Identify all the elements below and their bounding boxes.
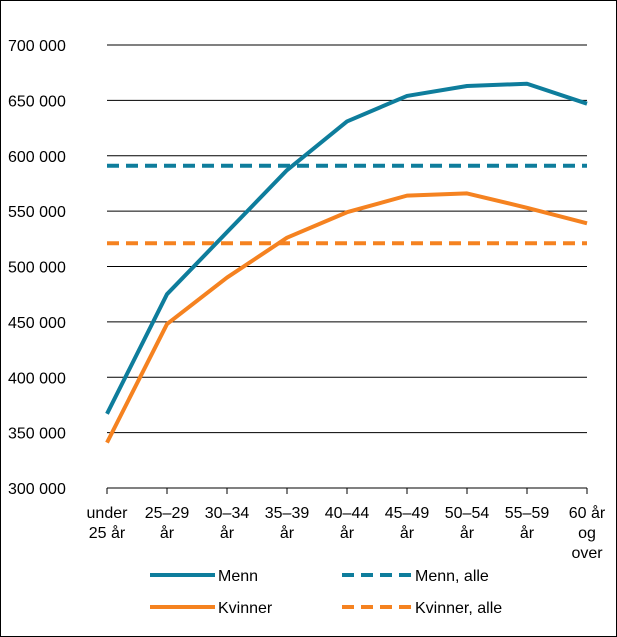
series-line-menn — [105, 81, 588, 415]
x-tick-label: 60 år og over — [569, 504, 606, 562]
y-tick-label: 300 000 — [8, 481, 66, 498]
legend-label: Menn, alle — [415, 568, 489, 585]
x-tick-label: 30–34 år — [205, 505, 250, 542]
legend-label: Kvinner — [218, 600, 273, 617]
x-tick-label: 55–59 år — [505, 505, 550, 542]
x-tick-label: 35–39 år — [265, 505, 310, 542]
y-tick-label: 450 000 — [8, 315, 66, 332]
x-tick-label: 45–49 år — [385, 505, 430, 542]
x-tick-label: 40–44 år — [325, 505, 370, 542]
y-tick-label: 600 000 — [8, 149, 66, 166]
y-tick-label: 550 000 — [8, 204, 66, 221]
x-tick-label: under 25 år — [87, 505, 129, 542]
legend-label: Kvinner, alle — [415, 600, 502, 617]
legend-label: Menn — [218, 568, 258, 585]
y-tick-label: 400 000 — [8, 370, 66, 387]
y-tick-label: 700 000 — [8, 38, 66, 55]
y-tick-label: 650 000 — [8, 93, 66, 110]
y-tick-label: 350 000 — [8, 426, 66, 443]
y-tick-label: 500 000 — [8, 260, 66, 277]
x-tick-label: 50–54 år — [445, 505, 490, 542]
x-tick-label: 25–29 år — [145, 505, 190, 542]
series-line-kvinner — [105, 191, 588, 444]
